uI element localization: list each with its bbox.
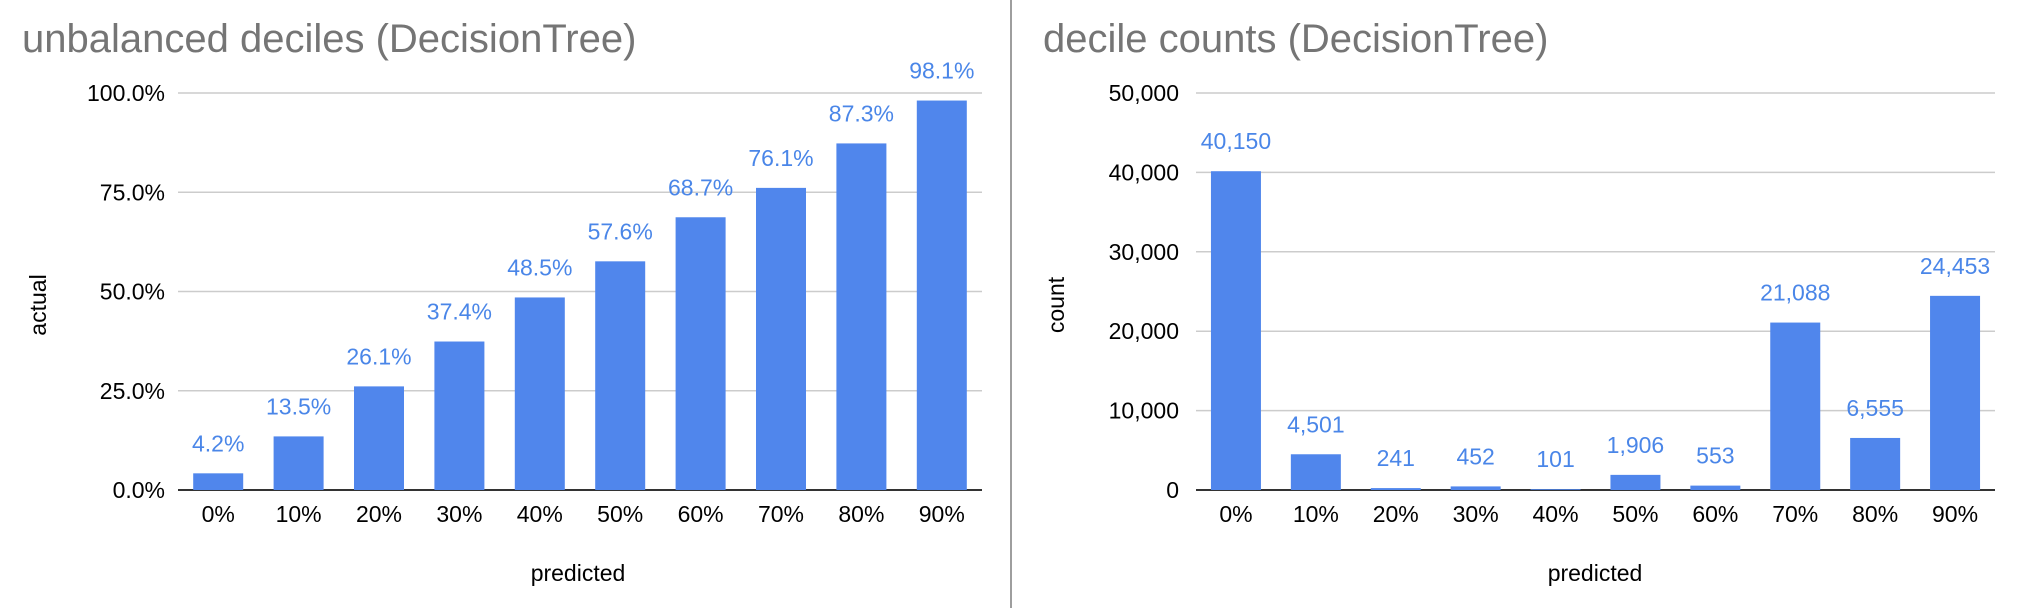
bar	[1290, 454, 1341, 490]
data-label: 24,453	[1920, 253, 1990, 279]
data-label: 48.5%	[507, 254, 572, 280]
y-tick-label: 75.0%	[100, 179, 165, 205]
x-tick-label: 30%	[1453, 501, 1499, 527]
chart-decile-counts: decile counts (DecisionTree) 0 10,000 20,0…	[1043, 17, 1995, 586]
x-tick-label: 70%	[758, 501, 804, 527]
y-tick-label: 0	[1166, 477, 1179, 503]
x-tick-label: 60%	[678, 501, 724, 527]
y-tick-label: 25.0%	[100, 378, 165, 404]
x-tick-label: 40%	[1533, 501, 1579, 527]
x-tick-label: 20%	[1373, 501, 1419, 527]
x-tick-label: 10%	[276, 501, 322, 527]
data-label: 101	[1536, 446, 1574, 472]
x-axis-title: predicted	[531, 560, 626, 586]
bar	[1850, 437, 1901, 490]
x-axis-title: predicted	[1548, 560, 1643, 586]
bar	[354, 386, 404, 490]
x-tick-label: 80%	[1852, 501, 1898, 527]
bar	[1450, 486, 1501, 490]
data-label: 37.4%	[427, 299, 492, 325]
data-label: 76.1%	[748, 145, 813, 171]
data-label: 26.1%	[346, 343, 411, 369]
bar	[193, 473, 244, 490]
x-tick-label: 20%	[356, 501, 402, 527]
x-tick-label: 40%	[517, 501, 563, 527]
x-tick-label: 50%	[597, 501, 643, 527]
y-tick-label: 0.0%	[113, 477, 165, 503]
y-tick-label: 50.0%	[100, 279, 165, 305]
data-label: 4.2%	[192, 430, 244, 456]
data-label: 57.6%	[588, 218, 653, 244]
x-tick-label: 60%	[1692, 501, 1738, 527]
data-label: 1,906	[1607, 432, 1665, 458]
bar	[434, 341, 485, 490]
bar	[916, 100, 967, 490]
data-label: 452	[1456, 443, 1494, 469]
data-label: 241	[1377, 445, 1415, 471]
x-tick-label: 50%	[1612, 501, 1658, 527]
data-label: 87.3%	[829, 100, 894, 126]
data-label: 40,150	[1201, 128, 1271, 154]
x-tick-label: 30%	[436, 501, 482, 527]
y-tick-label: 40,000	[1109, 159, 1179, 185]
bar	[273, 436, 324, 490]
x-tick-label: 90%	[1932, 501, 1978, 527]
bar	[595, 261, 646, 490]
bar	[1210, 171, 1261, 491]
bar	[1370, 488, 1421, 490]
y-tick-label: 30,000	[1109, 239, 1179, 265]
y-tick-label: 50,000	[1109, 80, 1179, 106]
bar	[1690, 485, 1741, 490]
data-label: 4,501	[1287, 411, 1345, 437]
bar	[1610, 474, 1661, 490]
chart-unbalanced-deciles: unbalanced deciles (DecisionTree) 0.0% 25…	[22, 17, 982, 586]
bar	[1930, 295, 1981, 490]
x-tick-label: 90%	[919, 501, 965, 527]
bar	[836, 143, 887, 490]
x-tick-label: 0%	[1219, 501, 1252, 527]
y-tick-label: 100.0%	[87, 80, 165, 106]
bar	[675, 217, 726, 491]
x-tick-label: 10%	[1293, 501, 1339, 527]
x-tick-label: 0%	[202, 501, 235, 527]
chart-title: decile counts (DecisionTree)	[1043, 17, 1548, 61]
x-tick-label: 70%	[1772, 501, 1818, 527]
bar	[1530, 489, 1581, 490]
data-label: 6,555	[1846, 395, 1904, 421]
y-axis-title: actual	[25, 274, 51, 335]
chart-title: unbalanced deciles (DecisionTree)	[22, 17, 636, 61]
data-label: 21,088	[1760, 280, 1830, 306]
x-tick-label: 80%	[838, 501, 884, 527]
data-label: 553	[1696, 443, 1734, 469]
data-label: 98.1%	[909, 58, 974, 84]
data-label: 68.7%	[668, 174, 733, 200]
y-tick-label: 20,000	[1109, 318, 1179, 344]
bar	[756, 187, 806, 490]
data-label: 13.5%	[266, 393, 331, 419]
y-tick-label: 10,000	[1109, 398, 1179, 424]
bar	[514, 297, 565, 490]
bar	[1770, 322, 1821, 490]
y-axis-title: count	[1043, 276, 1069, 333]
